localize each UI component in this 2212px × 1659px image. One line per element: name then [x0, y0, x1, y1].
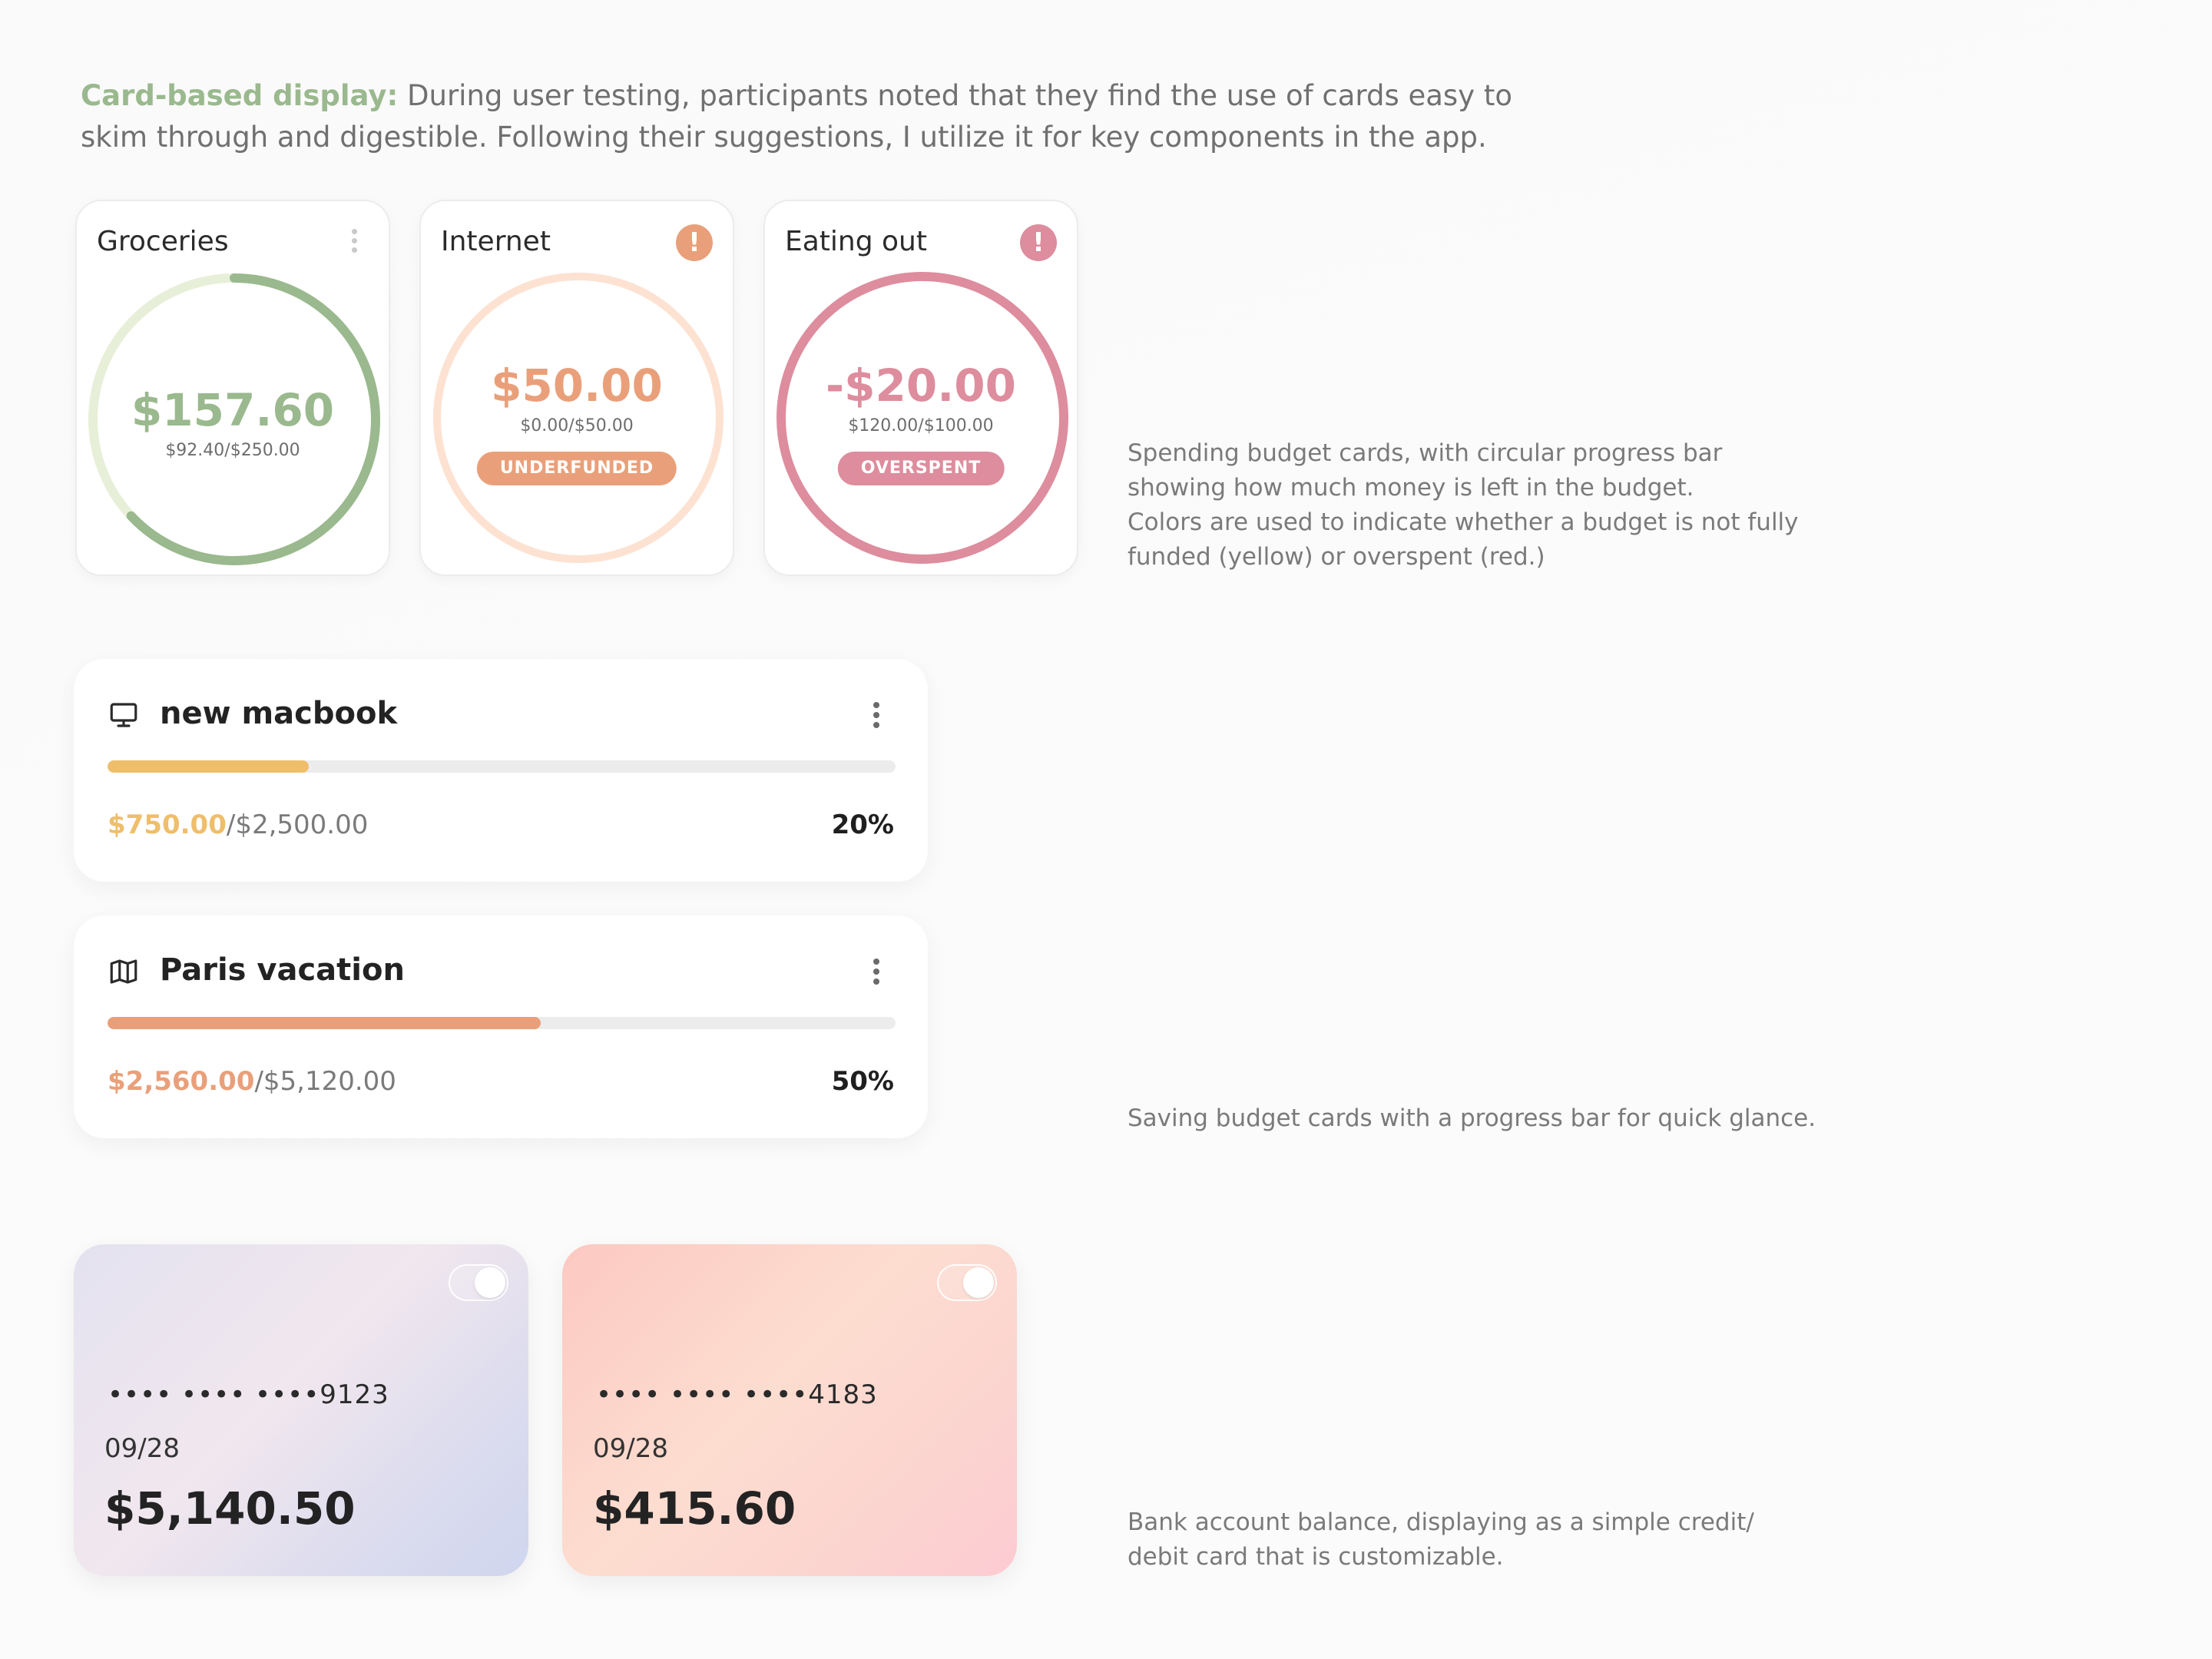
remaining-amount: $157.60 [131, 384, 335, 436]
intro-text: Card-based display: During user testing,… [81, 75, 1540, 158]
kebab-icon[interactable] [873, 959, 880, 989]
card-balance: $5,140.50 [104, 1482, 356, 1535]
intro-highlight: Card-based display: [81, 79, 399, 112]
spending-note: Spending budget cards, with circular pro… [1128, 436, 1799, 575]
bank-card-9123[interactable]: •••• •••• ••••9123 09/28 $5,140.50 [74, 1244, 528, 1576]
goal-amount: /$5,120.00 [254, 1066, 396, 1097]
saving-title: Paris vacation [160, 952, 405, 988]
card-toggle[interactable] [449, 1264, 508, 1301]
saving-title: new macbook [160, 696, 398, 731]
progress-fill [108, 1017, 541, 1029]
intro-line-1: During user testing, participants noted … [398, 79, 1513, 112]
spending-card-eating-out[interactable]: Eating out ! -$20.00 $120.00/$100.00 OVE… [763, 200, 1078, 576]
card-toggle[interactable] [937, 1264, 997, 1301]
intro-line-2: skim through and digestible. Following t… [81, 121, 1487, 154]
saving-card-paris-vacation[interactable]: Paris vacation $2,560.00/$5,120.00 50% [74, 916, 928, 1138]
saving-percent: 50% [831, 1066, 894, 1097]
progress-arc [777, 272, 1068, 564]
progress-track [108, 1017, 896, 1029]
remaining-amount: -$20.00 [826, 359, 1016, 412]
card-number: •••• •••• ••••4183 [596, 1379, 878, 1410]
saved-amount: $750.00 [108, 810, 227, 840]
note-line: funded (yellow) or overspent (red.) [1128, 543, 1545, 571]
map-icon [110, 959, 137, 984]
saving-amount: $2,560.00/$5,120.00 [108, 1066, 396, 1097]
monitor-icon [110, 703, 137, 727]
card-number: •••• •••• ••••9123 [108, 1379, 389, 1410]
card-balance: $415.60 [593, 1482, 796, 1535]
note-line: Colors are used to indicate whether a bu… [1128, 508, 1799, 536]
saving-card-new-macbook[interactable]: new macbook $750.00/$2,500.00 20% [74, 659, 928, 882]
goal-amount: /$2,500.00 [226, 810, 369, 840]
toggle-knob [963, 1267, 994, 1298]
card-title: Internet [441, 226, 551, 257]
saved-amount: $2,560.00 [108, 1066, 255, 1097]
kebab-icon[interactable] [350, 229, 358, 257]
remaining-amount: $50.00 [491, 359, 663, 412]
saving-amount: $750.00/$2,500.00 [108, 810, 368, 840]
circular-progress-ring [433, 273, 724, 563]
exclamation-icon: ! [676, 224, 713, 261]
progress-arc [433, 273, 724, 563]
note-line: Spending budget cards, with circular pro… [1128, 439, 1723, 467]
note-line: showing how much money is left in the bu… [1128, 474, 1694, 502]
progress-arc [88, 273, 380, 565]
bank-note: Bank account balance, displaying as a si… [1128, 1505, 1754, 1575]
spending-card-internet[interactable]: Internet ! $50.00 $0.00/$50.00 UNDERFUND… [419, 200, 734, 576]
status-badge: UNDERFUNDED [476, 452, 677, 485]
note-line: debit card that is customizable. [1128, 1543, 1504, 1571]
bank-card-4183[interactable]: •••• •••• ••••4183 09/28 $415.60 [562, 1244, 1017, 1576]
spent-of-budget: $0.00/$50.00 [520, 416, 634, 435]
saving-percent: 20% [831, 810, 894, 840]
card-expiry: 09/28 [104, 1433, 180, 1464]
spending-card-groceries[interactable]: Groceries $157.60 $92.40/$250.00 [75, 200, 390, 576]
spent-of-budget: $120.00/$100.00 [848, 416, 994, 435]
saving-note: Saving budget cards with a progress bar … [1128, 1104, 1816, 1132]
note-line: Bank account balance, displaying as a si… [1128, 1508, 1754, 1536]
progress-track [108, 760, 896, 773]
progress-fill [108, 760, 309, 773]
card-title: Eating out [785, 226, 927, 257]
status-badge: OVERSPENT [837, 452, 1005, 485]
card-title: Groceries [97, 226, 229, 257]
card-expiry: 09/28 [593, 1433, 668, 1464]
toggle-knob [475, 1267, 505, 1298]
exclamation-icon: ! [1020, 224, 1057, 261]
spent-of-budget: $92.40/$250.00 [165, 441, 300, 460]
kebab-icon[interactable] [873, 702, 880, 733]
circular-progress-ring [777, 272, 1068, 564]
circular-progress-ring [88, 273, 380, 565]
